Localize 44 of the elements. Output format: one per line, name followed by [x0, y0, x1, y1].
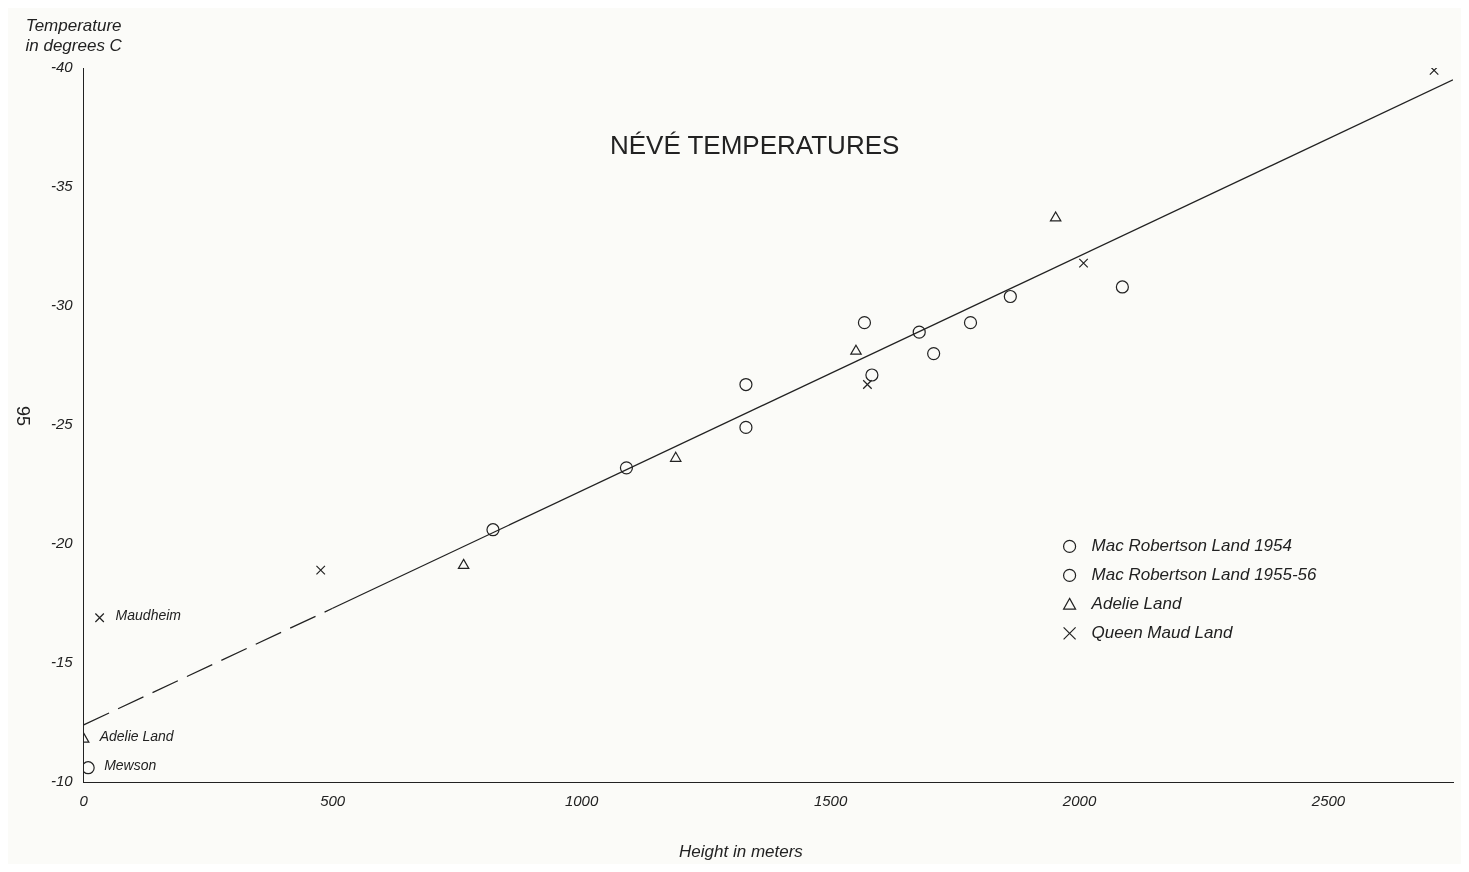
x-tick-label: 1000	[564, 792, 599, 810]
point	[850, 344, 862, 355]
text: 95	[13, 405, 34, 427]
x-axis-title: Height in meters	[679, 841, 804, 861]
point	[1429, 68, 1439, 76]
legend-label: Mac Robertson Land 1955-56	[1091, 565, 1318, 585]
y-axis-title: Temperature in degrees C	[25, 15, 123, 55]
point	[1115, 280, 1129, 294]
point	[963, 316, 978, 330]
legend-label: Queen Maud Land	[1091, 623, 1233, 643]
point	[457, 558, 470, 570]
point	[669, 451, 682, 462]
annotation: Mewson	[104, 756, 157, 773]
point	[865, 368, 879, 382]
point	[1003, 289, 1017, 304]
annotation: Adelie Land	[98, 728, 175, 745]
point	[739, 420, 753, 434]
point	[862, 379, 873, 390]
point	[315, 565, 326, 576]
x-tick-label: 500	[320, 792, 346, 810]
point	[927, 347, 941, 361]
y-tick-label: -15	[50, 653, 74, 671]
x-tick-label: 2500	[1310, 792, 1346, 810]
x-tick-label: 0	[79, 792, 89, 810]
point	[1049, 211, 1062, 222]
y-tick-label: -30	[50, 296, 74, 314]
point	[1078, 258, 1089, 268]
x-tick-label: 2000	[1061, 792, 1097, 810]
point	[739, 377, 753, 392]
point	[486, 523, 500, 537]
y-tick-label: -20	[50, 534, 74, 552]
point	[94, 612, 105, 623]
point	[912, 325, 926, 339]
annotation: Maudheim	[115, 606, 182, 623]
y-tick-label: -35	[50, 177, 74, 195]
y-tick-label: -25	[50, 415, 74, 433]
legend-label: Adelie Land	[1090, 594, 1182, 614]
text: NÉVÉ TEMPERATURES	[609, 129, 900, 160]
y-tick-label: -40	[50, 58, 74, 76]
point	[619, 461, 634, 475]
point	[857, 316, 872, 330]
x-tick-label: 1500	[813, 792, 848, 810]
legend-label: Mac Robertson Land 1954	[1091, 536, 1292, 556]
y-tick-label: -10	[50, 772, 74, 790]
